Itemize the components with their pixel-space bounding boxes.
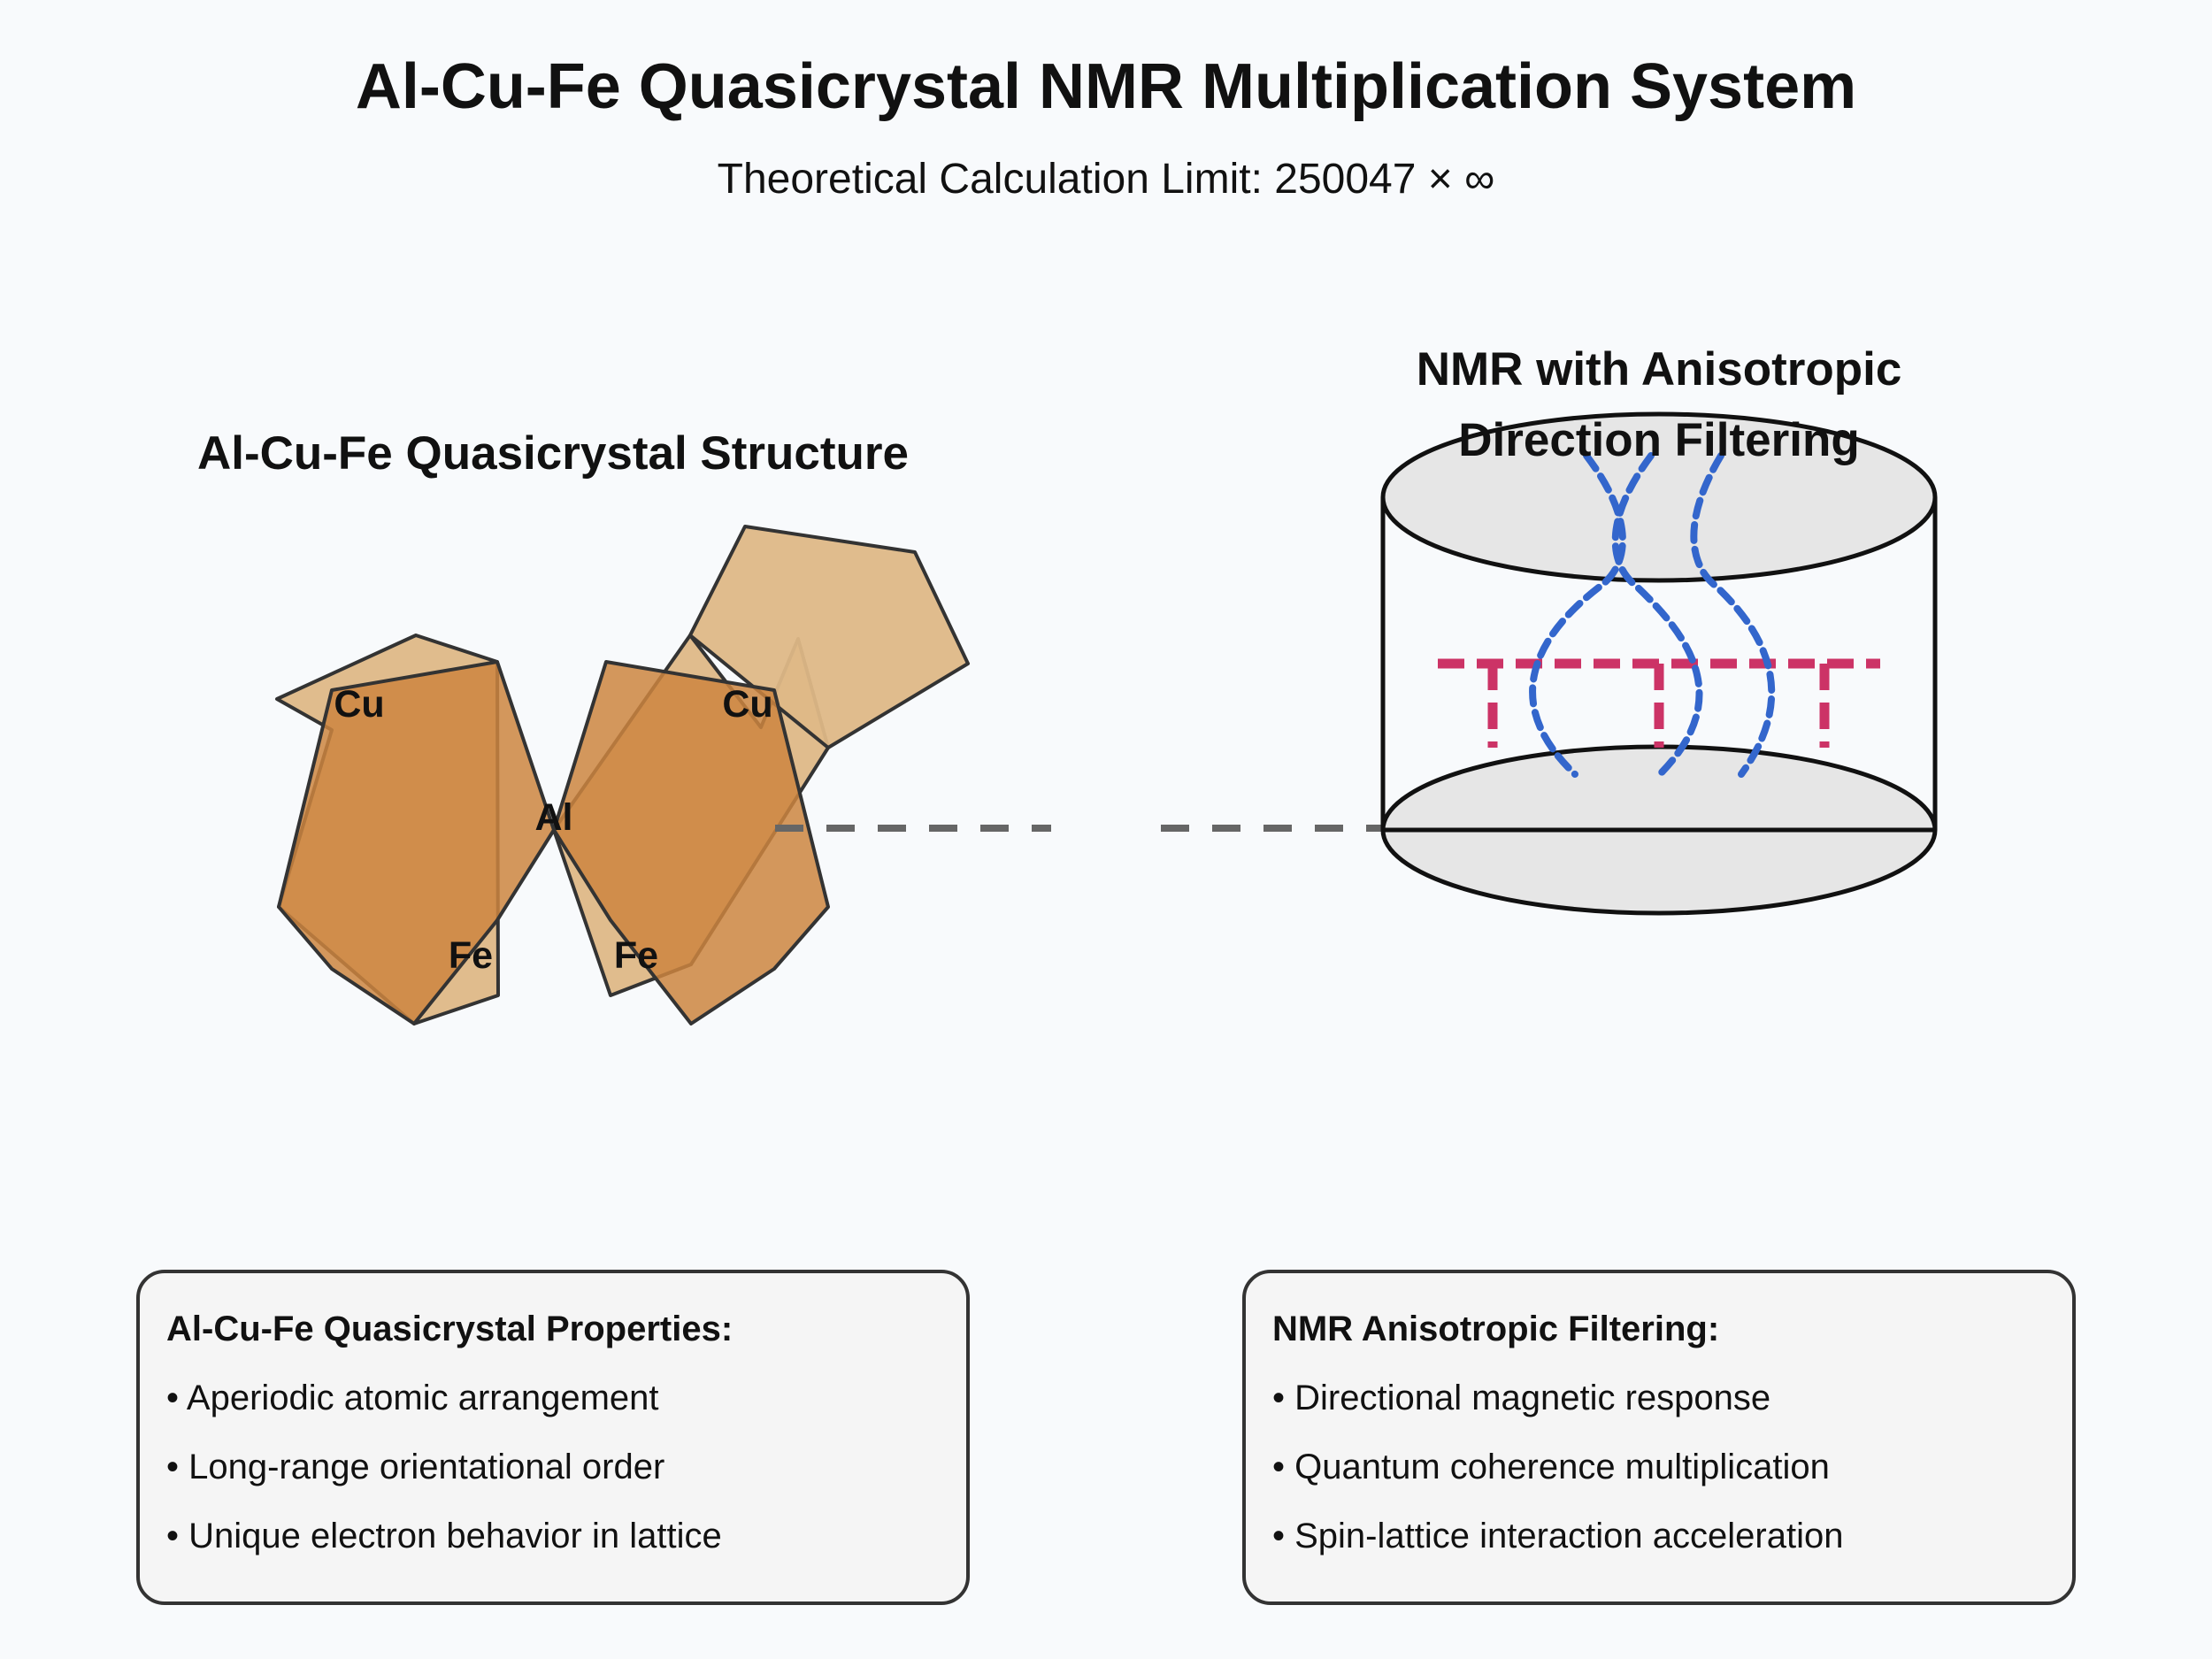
nmr-filtering-item: • Spin-lattice interaction acceleration xyxy=(1272,1517,1843,1555)
quasicrystal-structure xyxy=(275,525,970,1025)
nmr-cylinder xyxy=(1380,411,1938,916)
anisotropic-filter xyxy=(1438,658,1880,748)
atom-label-cu-left: Cu xyxy=(334,683,384,726)
atom-label-cu-right: Cu xyxy=(722,683,772,726)
quasicrystal-properties-heading: Al-Cu-Fe Quasicrystal Properties: xyxy=(166,1310,733,1348)
nmr-filtering-heading: NMR Anisotropic Filtering: xyxy=(1272,1310,1719,1348)
page-title: Al-Cu-Fe Quasicrystal NMR Multiplication… xyxy=(356,51,1856,122)
quasicrystal-property-item: • Unique electron behavior in lattice xyxy=(166,1517,722,1555)
quasicrystal-properties-box-frame xyxy=(136,1270,970,1605)
quasicrystal-properties-box: Al-Cu-Fe Quasicrystal Properties: • Aper… xyxy=(136,1270,970,1605)
atom-label-al-center: Al xyxy=(535,796,573,839)
nmr-filtering-box: NMR Anisotropic Filtering: • Directional… xyxy=(1242,1270,2076,1605)
nmr-section-title-line2: Direction Filtering xyxy=(1458,414,1859,466)
quasicrystal-property-item: • Long-range orientational order xyxy=(166,1448,664,1486)
nmr-filtering-item: • Quantum coherence multiplication xyxy=(1272,1448,1830,1486)
quasicrystal-tile-right-dark xyxy=(552,660,830,1025)
nmr-cylinder-top xyxy=(1380,411,1938,583)
page-subtitle: Theoretical Calculation Limit: 250047 × … xyxy=(718,156,1495,203)
quasicrystal-tile-top-pentagon xyxy=(688,525,970,749)
quasicrystal-tile-left-dark xyxy=(277,660,556,1025)
magnetic-waves xyxy=(1529,452,1776,778)
nmr-filtering-box-frame xyxy=(1242,1270,2076,1605)
quasicrystal-property-item: • Aperiodic atomic arrangement xyxy=(166,1379,659,1417)
quasicrystal-section-title: Al-Cu-Fe Quasicrystal Structure xyxy=(197,427,909,480)
atom-label-fe-left: Fe xyxy=(449,934,493,977)
nmr-section-title-line1: NMR with Anisotropic xyxy=(1417,343,1902,396)
nmr-filtering-item: • Directional magnetic response xyxy=(1272,1379,1770,1417)
atom-label-fe-right: Fe xyxy=(614,934,658,977)
